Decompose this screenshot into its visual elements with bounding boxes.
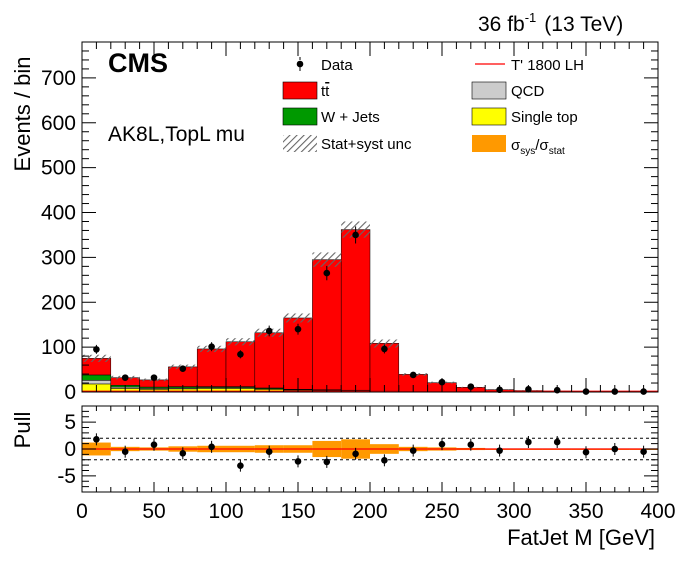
data-point-1 [121,374,129,381]
y-axis-label: Events / bin [10,57,35,172]
bar-tt--5 [225,341,256,387]
xtick-label-100: 100 [208,500,243,523]
pull-point-18 [611,443,619,455]
data-point-5 [237,350,244,359]
main-ytick-label-200: 200 [41,291,76,314]
pull-y-axis-label: Pull [10,412,35,449]
pull-point-2 [150,438,158,451]
pull-reference-lines [82,437,658,461]
pull-ytick-label-0: 0 [64,438,76,461]
xtick-label-350: 350 [568,500,603,523]
xtick-label-200: 200 [352,500,387,523]
xtick-label-300: 300 [496,500,531,523]
legend-entry-wjets: W + Jets [282,107,380,126]
legend-label-singletop: Single top [511,109,578,126]
pull-point-1 [121,445,129,458]
legend-entry-ttbar: tt [282,81,330,100]
xtick-label-150: 150 [280,500,315,523]
pull-point-14 [496,444,503,457]
xtick-label-400: 400 [640,500,675,523]
data-point-7 [294,323,302,335]
unc-band-0 [82,354,111,362]
legend-entry-data: Data [296,57,353,74]
bar-tt--8 [312,259,342,391]
legend-entry-singletop: Single top [471,107,578,126]
legend-label-data: Data [321,57,353,74]
pull-point-11 [409,444,417,457]
legend-label-qcd: QCD [511,83,545,100]
pull-point-4 [208,440,215,453]
legend: Data tt W + Jets Stat+syst unc T' 1800 L… [282,57,584,157]
unc-band-5 [226,338,255,346]
main-ytick-label-700: 700 [41,67,76,90]
pull-point-6 [265,445,273,458]
xtick-label-50: 50 [142,500,165,523]
pull-ytick-label--5: -5 [57,465,76,488]
main-ytick-label-600: 600 [41,112,76,135]
legend-entry-ratio-band: σsys/σstat [472,135,565,157]
pull-point-12 [438,438,446,451]
data-point-11 [409,371,417,379]
pull-point-17 [582,446,590,459]
main-ytick-label-400: 400 [41,202,76,225]
main-ytick-label-100: 100 [41,336,76,359]
unc-band-10 [370,339,399,348]
pull-points [93,433,647,472]
legend-label-signal: T' 1800 LH [511,57,584,74]
unc-band-7 [283,313,313,323]
pull-point-8 [323,455,331,468]
legend-entry-signal: T' 1800 LH [475,57,584,74]
legend-label-unc: Stat+syst unc [321,136,412,153]
legend-label-wjets: W + Jets [321,109,380,126]
cms-label: CMS [108,48,168,78]
pull-point-0 [93,433,100,446]
bar-w-jets-0 [81,374,112,381]
data-point-8 [323,265,331,281]
legend-label-ratio-band: σsys/σstat [511,137,565,157]
pull-point-10 [381,454,388,467]
main-axes: 0 100 200 300 400 500 600 700 [41,42,659,404]
x-axis-label: FatJet M [GeV] [507,525,655,550]
legend-label-ttbar: tt [321,83,330,100]
pull-point-3 [179,447,187,460]
pull-point-13 [467,438,475,451]
main-ytick-label-0: 0 [64,381,76,404]
pull-point-9 [352,447,359,460]
data-point-3 [179,365,187,372]
data-point-10 [381,344,388,354]
main-ytick-label-500: 500 [41,157,76,180]
pull-point-7 [294,455,302,468]
luminosity-label: 36 fb-1 (13 TeV) [478,10,623,36]
data-point-6 [265,325,273,337]
xtick-label-250: 250 [424,500,459,523]
pull-ytick-label-5: 5 [64,411,76,434]
xtick-label-0: 0 [76,500,88,523]
channel-label: AK8L,TopL mu [108,123,245,146]
pull-point-5 [237,459,244,472]
data-point-4 [208,342,215,352]
pull-point-19 [640,445,647,458]
data-point-9 [352,226,359,244]
main-ytick-label-300: 300 [41,246,76,269]
unc-band-8 [312,252,342,267]
pull-point-16 [553,436,561,449]
bar-tt--4 [196,348,227,387]
bar-tt--9 [340,229,371,391]
legend-entry-unc: Stat+syst unc [283,135,412,153]
bar-tt--6 [254,332,284,389]
pull-point-15 [525,436,532,449]
data-point-0 [93,344,100,354]
legend-entry-qcd: QCD [471,81,545,100]
